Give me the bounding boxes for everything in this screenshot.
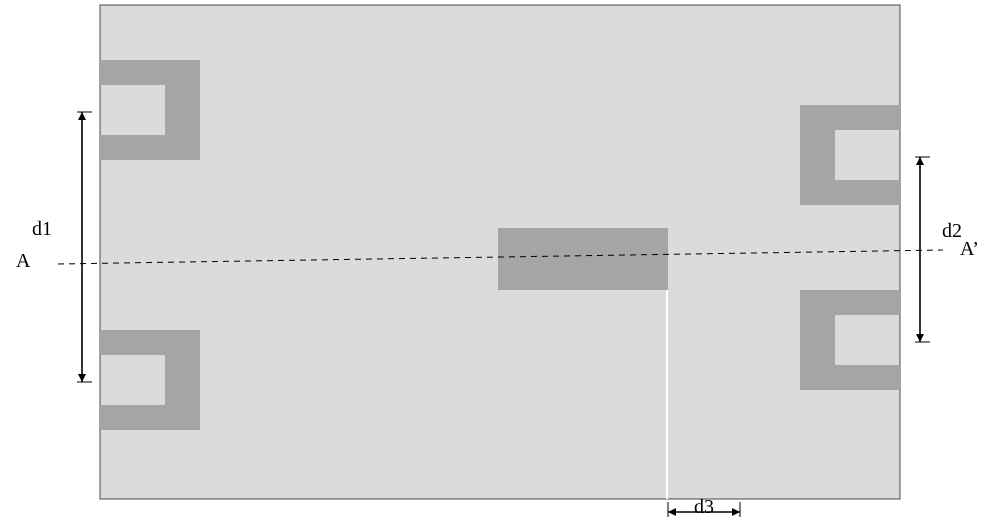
diagram-svg — [0, 0, 1000, 529]
diagram-canvas: A A’ d1 d2 d3 — [0, 0, 1000, 529]
axis-label-a: A — [16, 250, 30, 273]
axis-label-a-prime: A’ — [960, 238, 979, 261]
dim-label-d1: d1 — [32, 218, 52, 241]
dim-label-d3: d3 — [694, 496, 714, 519]
dim-label-d2: d2 — [942, 220, 962, 243]
